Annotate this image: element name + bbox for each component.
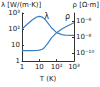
svg-text:λ: λ (44, 12, 49, 21)
svg-text:ρ [Ω·m]: ρ [Ω·m] (72, 1, 99, 9)
svg-text:10²: 10² (8, 25, 20, 33)
svg-text:10³: 10³ (8, 9, 20, 17)
svg-text:ρ: ρ (65, 12, 70, 21)
svg-text:10⁻⁶: 10⁻⁶ (76, 17, 92, 25)
svg-text:10: 10 (11, 41, 20, 49)
svg-text:T (K): T (K) (39, 75, 57, 83)
svg-text:10²: 10² (51, 63, 63, 71)
svg-text:10: 10 (35, 63, 44, 71)
svg-text:10³: 10³ (68, 63, 80, 71)
svg-text:1: 1 (20, 63, 24, 71)
svg-text:λ [W/(m·K)]: λ [W/(m·K)] (1, 1, 41, 9)
svg-text:1: 1 (15, 57, 20, 66)
svg-text:10⁻¹⁰: 10⁻¹⁰ (76, 49, 94, 57)
svg-text:10⁻⁸: 10⁻⁸ (76, 33, 92, 41)
